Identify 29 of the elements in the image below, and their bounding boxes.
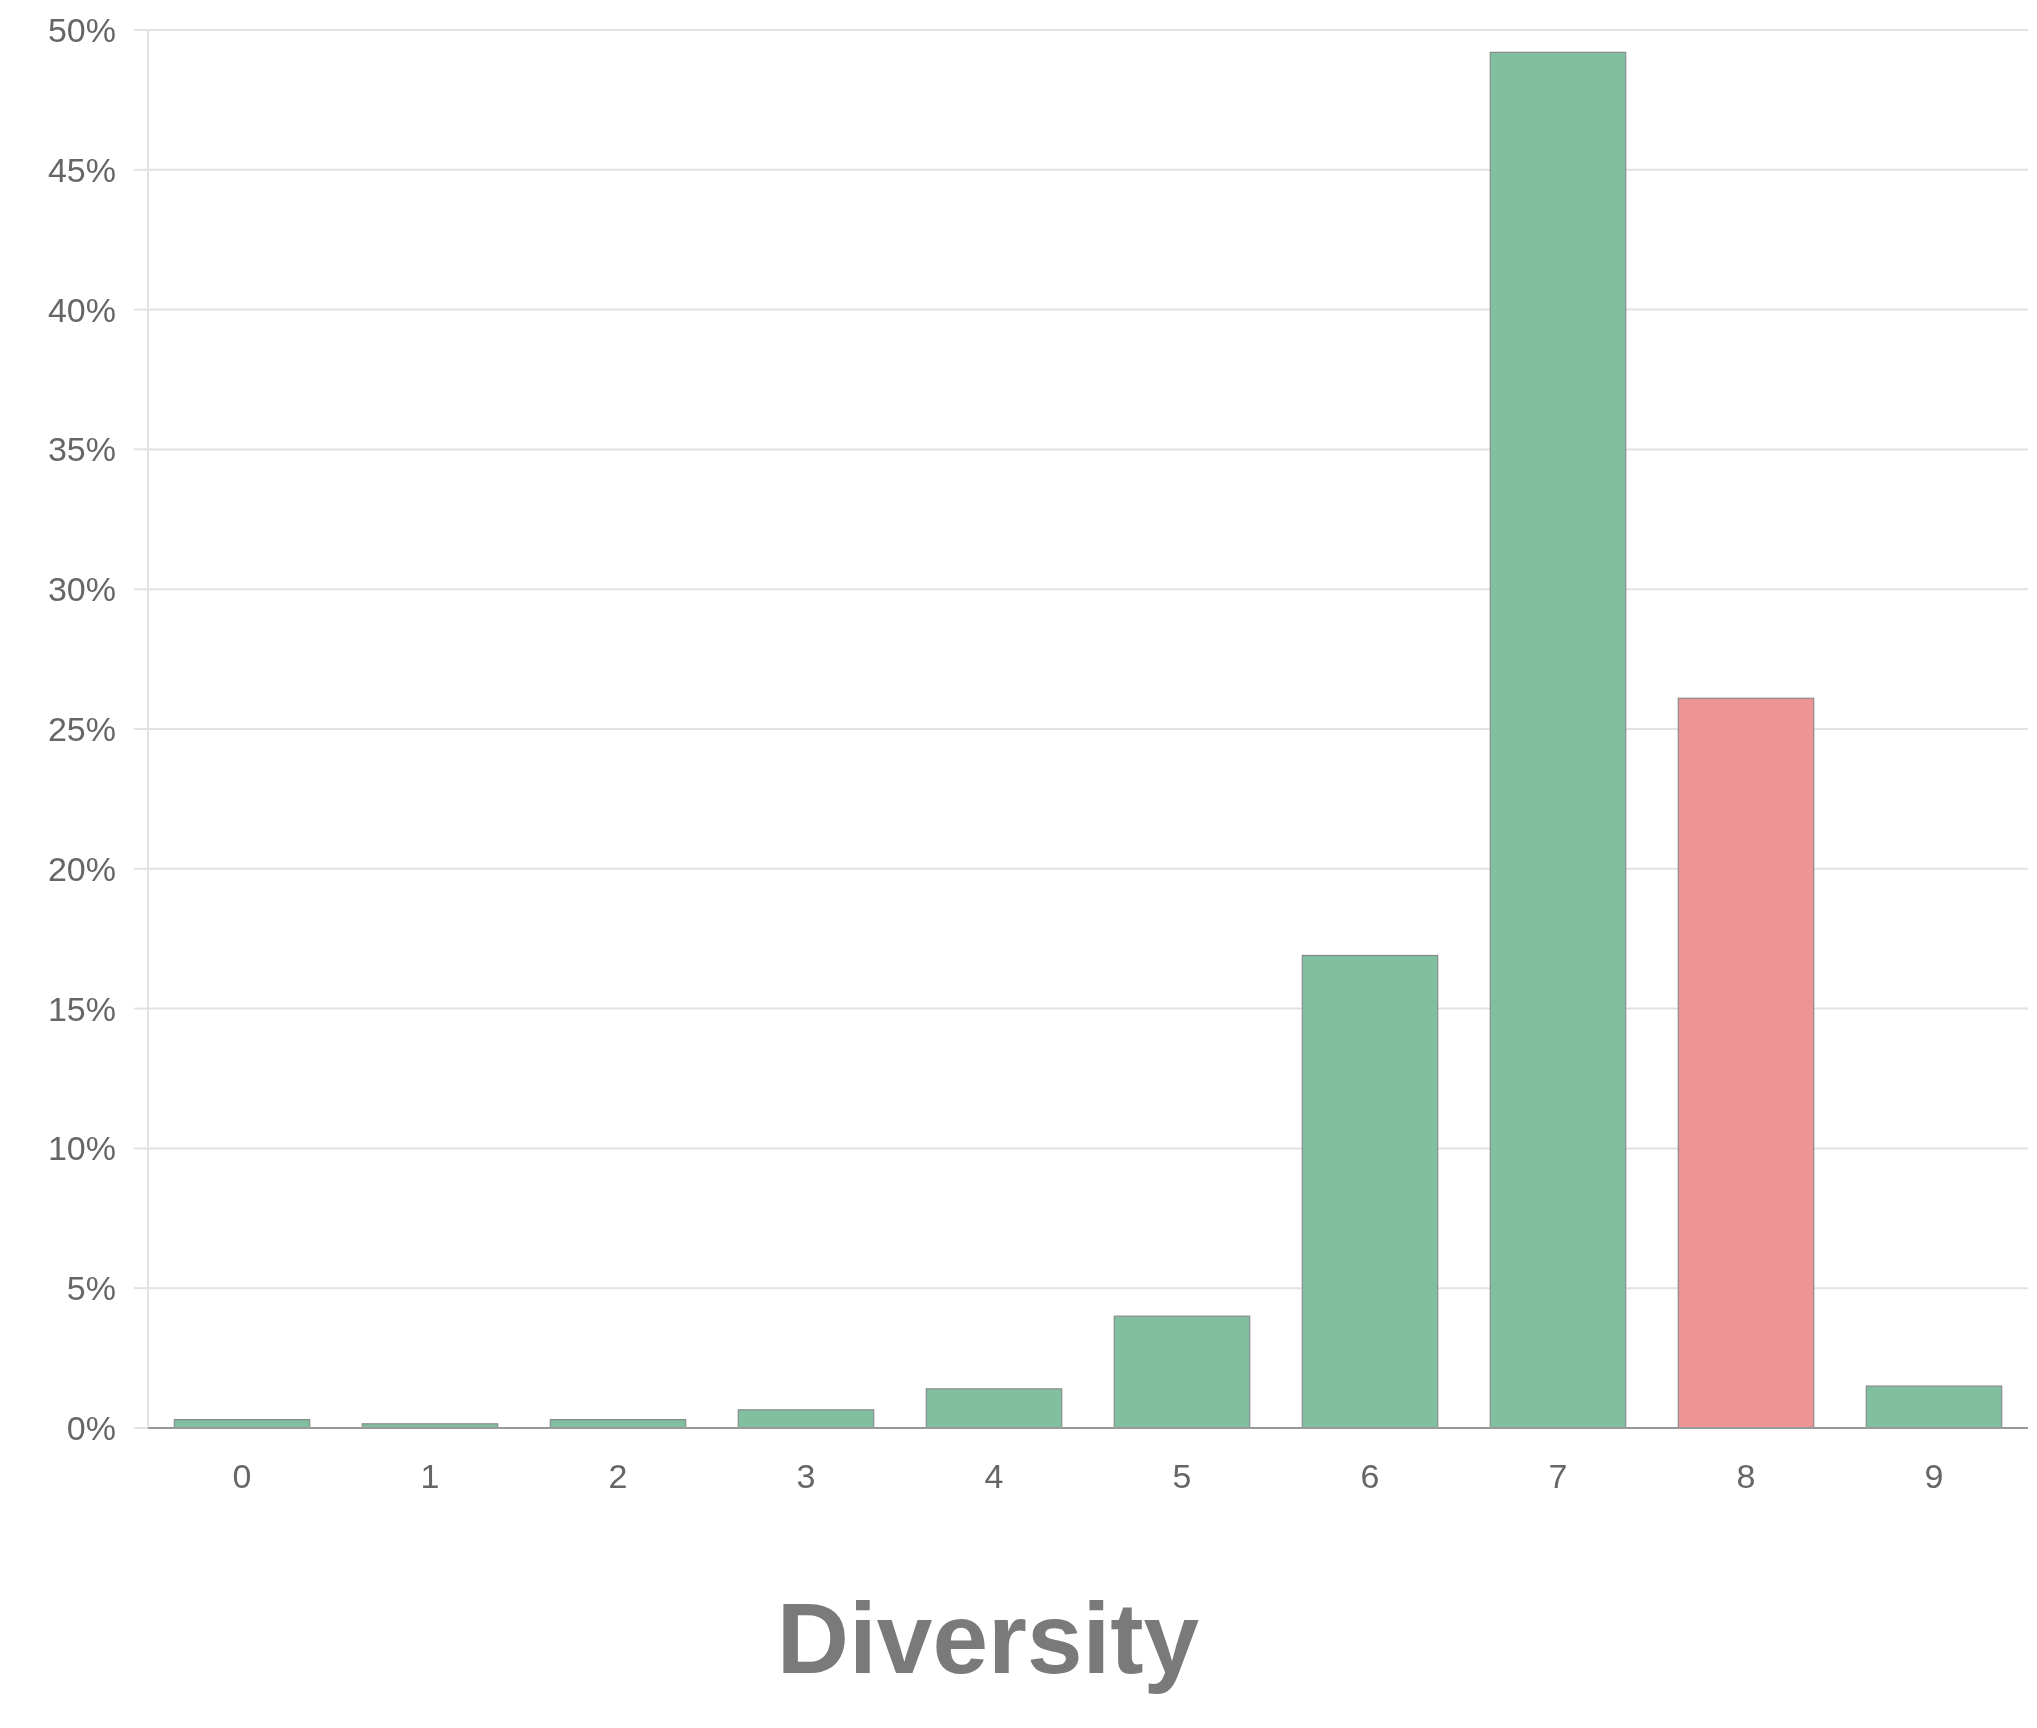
y-tick-label: 30% [47,570,116,609]
y-tick-label: 50% [47,10,116,49]
x-tick-label: 2 [608,1457,628,1495]
y-tick-label: 15% [47,989,116,1028]
x-tick-label: 4 [984,1457,1004,1495]
x-tick-label: 7 [1548,1457,1568,1495]
y-tick-label: 20% [47,849,116,888]
x-tick-label: 3 [796,1457,816,1495]
bar [1113,1315,1251,1429]
y-tick-label: 45% [47,150,116,189]
y-tick-label: 10% [47,1129,116,1168]
bar [1301,954,1439,1429]
y-tick-label: 40% [47,290,116,329]
y-tick-label: 35% [47,430,116,469]
y-tick-label: 25% [47,709,116,748]
x-tick-label: 1 [420,1457,440,1495]
bar [1677,697,1815,1429]
x-axis-title: Diversity [776,1582,1200,1694]
x-tick-label: 0 [232,1457,252,1495]
x-tick-label: 6 [1360,1457,1380,1495]
bar [1489,51,1627,1429]
bar [1865,1385,2003,1429]
x-tick-label: 8 [1736,1457,1756,1495]
y-tick-label: 0% [66,1408,116,1447]
bar [925,1388,1063,1429]
x-tick-label: 9 [1924,1457,1944,1495]
y-tick-label: 5% [66,1269,116,1308]
bar [737,1409,875,1429]
x-tick-label: 5 [1172,1457,1192,1495]
